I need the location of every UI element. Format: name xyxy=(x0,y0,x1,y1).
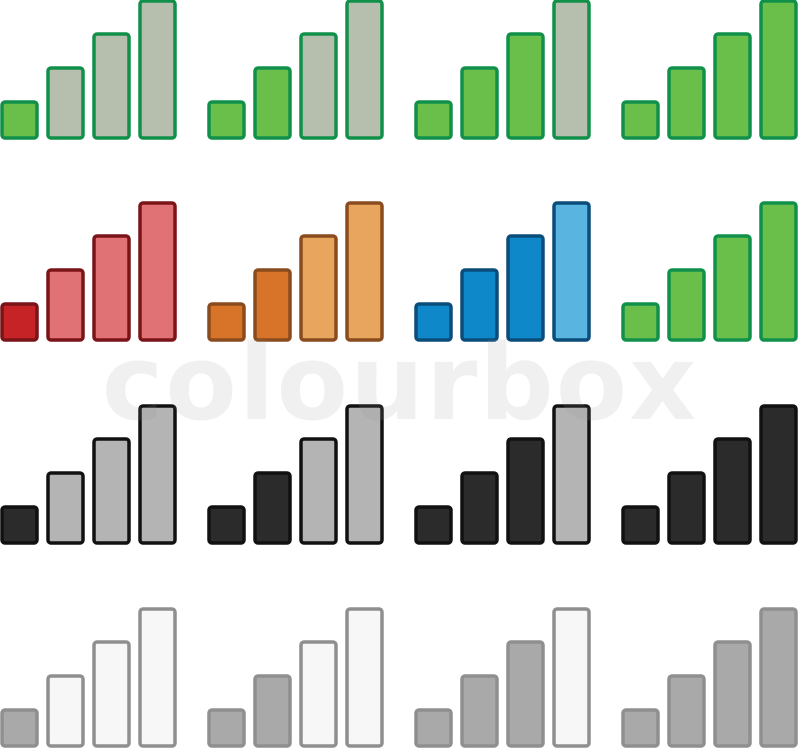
signal-bar-1 xyxy=(621,708,660,748)
signal-bar-3 xyxy=(92,32,131,140)
signal-bar-4 xyxy=(345,0,384,140)
signal-bar-1 xyxy=(207,100,246,140)
signal-bar-1 xyxy=(621,100,660,140)
signal-bar-2 xyxy=(667,66,706,140)
signal-bar-1 xyxy=(0,100,39,140)
signal-bar-4 xyxy=(759,0,798,140)
signal-bar-3 xyxy=(506,640,545,748)
signal-strength-icon xyxy=(207,404,384,545)
signal-bar-4 xyxy=(345,607,384,748)
signal-bar-4 xyxy=(138,201,177,342)
signal-bar-4 xyxy=(552,404,591,545)
signal-bar-3 xyxy=(299,234,338,342)
signal-bar-1 xyxy=(0,505,39,545)
signal-bar-2 xyxy=(667,471,706,545)
signal-bar-1 xyxy=(0,708,39,748)
signal-bar-3 xyxy=(713,234,752,342)
signal-bar-3 xyxy=(713,640,752,748)
signal-strength-icon xyxy=(414,404,591,545)
signal-strength-icon xyxy=(207,607,384,748)
signal-bar-4 xyxy=(345,404,384,545)
signal-bar-3 xyxy=(92,640,131,748)
signal-strength-icon xyxy=(0,607,177,748)
signal-bar-1 xyxy=(414,505,453,545)
signal-bar-2 xyxy=(253,471,292,545)
signal-strength-icon xyxy=(207,0,384,140)
signal-bar-3 xyxy=(506,437,545,545)
signal-strength-icon xyxy=(621,404,798,545)
signal-bar-4 xyxy=(345,201,384,342)
signal-bar-3 xyxy=(713,437,752,545)
signal-bar-2 xyxy=(460,268,499,342)
signal-strength-icon xyxy=(207,201,384,342)
signal-strength-icon xyxy=(414,607,591,748)
signal-bar-3 xyxy=(506,234,545,342)
signal-bar-4 xyxy=(552,607,591,748)
signal-bar-1 xyxy=(207,708,246,748)
light-signal-row xyxy=(0,607,798,748)
signal-strength-icon xyxy=(414,201,591,342)
signal-strength-icon xyxy=(621,607,798,748)
signal-bar-4 xyxy=(552,201,591,342)
signal-bar-4 xyxy=(759,201,798,342)
signal-strength-icon xyxy=(414,0,591,140)
signal-strength-icon xyxy=(0,0,177,140)
signal-bar-1 xyxy=(414,708,453,748)
signal-bar-1 xyxy=(0,302,39,342)
signal-bar-2 xyxy=(460,66,499,140)
signal-bar-4 xyxy=(138,0,177,140)
signal-strength-icon xyxy=(0,404,177,545)
signal-bar-3 xyxy=(92,437,131,545)
signal-bar-1 xyxy=(207,505,246,545)
signal-bar-2 xyxy=(46,66,85,140)
dark-signal-row xyxy=(0,404,798,545)
signal-bar-3 xyxy=(299,437,338,545)
signal-bar-3 xyxy=(299,32,338,140)
signal-bar-4 xyxy=(138,607,177,748)
signal-bar-4 xyxy=(552,0,591,140)
signal-bar-2 xyxy=(460,471,499,545)
signal-bar-2 xyxy=(667,674,706,748)
signal-bar-3 xyxy=(506,32,545,140)
colored-signal-row xyxy=(0,201,798,342)
signal-bar-2 xyxy=(46,674,85,748)
signal-bar-2 xyxy=(253,66,292,140)
signal-bar-2 xyxy=(460,674,499,748)
signal-bar-2 xyxy=(667,268,706,342)
signal-bar-4 xyxy=(759,607,798,748)
signal-bar-4 xyxy=(138,404,177,545)
signal-bar-4 xyxy=(759,404,798,545)
signal-bar-3 xyxy=(92,234,131,342)
green-signal-row xyxy=(0,0,798,140)
signal-bar-3 xyxy=(299,640,338,748)
signal-bar-1 xyxy=(414,302,453,342)
signal-bar-3 xyxy=(713,32,752,140)
signal-bar-2 xyxy=(253,268,292,342)
signal-bar-2 xyxy=(46,268,85,342)
signal-strength-icon xyxy=(621,201,798,342)
signal-bar-1 xyxy=(414,100,453,140)
signal-bar-1 xyxy=(207,302,246,342)
signal-bar-1 xyxy=(621,302,660,342)
signal-strength-icon xyxy=(621,0,798,140)
signal-bar-2 xyxy=(253,674,292,748)
signal-bar-1 xyxy=(621,505,660,545)
signal-strength-icon xyxy=(0,201,177,342)
signal-bar-2 xyxy=(46,471,85,545)
